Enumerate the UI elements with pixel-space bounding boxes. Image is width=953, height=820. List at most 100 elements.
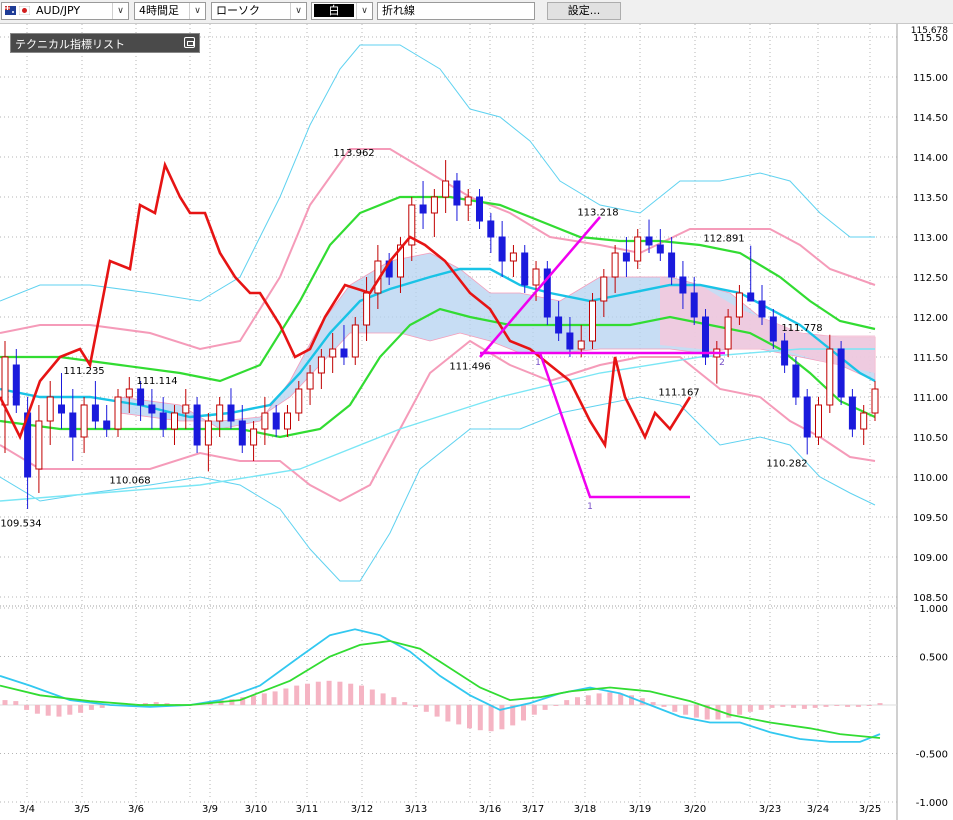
macd-histogram-bar xyxy=(737,705,743,715)
candle-body xyxy=(363,292,371,326)
macd-histogram-bar xyxy=(780,705,786,707)
macd-histogram-bar xyxy=(445,705,451,722)
date-axis-label: 3/4 xyxy=(19,804,35,815)
macd-histogram-bar xyxy=(769,705,775,708)
trend-line-tool xyxy=(479,216,601,358)
macd-histogram-bar xyxy=(423,705,429,712)
chart-style-value: 白 xyxy=(314,4,354,17)
candle-body xyxy=(848,396,856,430)
macd-histogram-bar xyxy=(823,705,829,707)
price-axis-label: 111.00 xyxy=(913,393,948,404)
draw-tool-select[interactable]: 折れ線 xyxy=(377,2,535,20)
candle-body xyxy=(600,276,608,302)
macd-histogram-bar xyxy=(791,705,797,708)
macd-histogram-bar xyxy=(693,705,699,718)
macd-histogram-bar xyxy=(67,705,73,715)
candle-body xyxy=(645,236,653,246)
chevron-down-icon[interactable]: ∨ xyxy=(290,3,306,19)
macd-histogram-bar xyxy=(261,693,267,705)
currency-pair-select[interactable]: AUD/JPY ∨ xyxy=(1,2,129,20)
candle-body xyxy=(747,292,755,302)
candle-body xyxy=(453,180,461,206)
price-label: 109.534 xyxy=(0,518,41,529)
candle-body xyxy=(498,236,506,262)
candle-body xyxy=(193,404,201,446)
macd-histogram-bar xyxy=(88,705,94,710)
timeframe-select[interactable]: 4時間足 ∨ xyxy=(134,2,206,20)
candle-body xyxy=(137,388,145,406)
candle-body xyxy=(634,236,642,262)
oscillator-axis-label: 1.000 xyxy=(919,604,948,615)
indicator-list-panel[interactable]: テクニカル指標リスト xyxy=(10,33,200,53)
candle-body xyxy=(58,404,65,414)
macd-histogram-bar xyxy=(78,705,84,713)
price-axis-label: 112.50 xyxy=(913,273,948,284)
macd-histogram-bar xyxy=(326,680,332,706)
macd-histogram-bar xyxy=(747,705,753,712)
chevron-down-icon[interactable]: ∨ xyxy=(189,3,205,19)
candle-body xyxy=(442,180,450,198)
macd-histogram-bar xyxy=(596,693,602,705)
price-axis-label: 110.00 xyxy=(913,473,948,484)
price-axis-label: 113.50 xyxy=(913,193,948,204)
macd-histogram-bar xyxy=(683,705,689,715)
macd-histogram-bar xyxy=(413,705,418,707)
macd-histogram-bar xyxy=(488,705,494,732)
candle-body xyxy=(80,404,88,438)
price-axis-label: 114.00 xyxy=(913,153,948,164)
macd-histogram-bar xyxy=(499,705,505,730)
chart-area[interactable]: 1 2 1 113.962 113.218 112.891 111.778 111.235 11… xyxy=(0,24,953,820)
candle-body xyxy=(871,388,879,414)
macd-histogram-bar xyxy=(402,702,408,705)
macd-histogram-bar xyxy=(456,705,462,725)
settings-button[interactable]: 設定... xyxy=(547,2,621,20)
candle-body xyxy=(543,268,551,318)
macd-histogram-bar xyxy=(164,703,170,705)
middle-upper-line xyxy=(0,195,876,383)
date-axis-label: 3/24 xyxy=(807,804,829,815)
candle-body xyxy=(724,316,732,350)
macd-histogram-bar xyxy=(251,695,256,705)
candle-body xyxy=(532,268,540,286)
chart-style-select[interactable]: 白 ∨ xyxy=(311,2,373,20)
candle-body xyxy=(171,412,178,430)
macd-histogram-bar xyxy=(618,693,624,705)
bollinger-upper xyxy=(0,148,876,351)
candle-body xyxy=(622,252,630,262)
macd-histogram-bar xyxy=(13,701,19,705)
candle-body xyxy=(306,372,314,390)
candle-body xyxy=(408,204,416,246)
oscillator-axis-label: -0.500 xyxy=(916,750,948,761)
candle-body xyxy=(555,316,563,334)
macd-histogram-bar xyxy=(229,699,235,705)
macd-histogram-bar xyxy=(369,689,375,705)
candle-body xyxy=(815,404,822,438)
oscillator-axis-label: -1.000 xyxy=(916,798,948,809)
candle-body xyxy=(272,412,280,430)
macd-histogram-bar xyxy=(510,705,516,726)
price-label: 111.114 xyxy=(136,376,177,387)
price-axis-label: 109.00 xyxy=(913,553,948,564)
restore-window-icon[interactable] xyxy=(184,37,195,48)
date-axis-label: 3/20 xyxy=(684,804,706,815)
macd-histogram-bar xyxy=(521,705,526,721)
chevron-down-icon[interactable]: ∨ xyxy=(112,3,128,19)
tool-label: 1 xyxy=(535,358,541,368)
chart-type-select[interactable]: ローソク ∨ xyxy=(211,2,307,20)
chevron-down-icon[interactable]: ∨ xyxy=(356,3,372,19)
macd-histogram-bar xyxy=(845,705,851,707)
candle-body xyxy=(35,420,43,470)
candle-body xyxy=(860,412,868,430)
macd-histogram-bar xyxy=(294,685,300,705)
macd-histogram-bar xyxy=(45,705,51,716)
candle-body xyxy=(769,316,777,342)
candle-body xyxy=(261,412,269,430)
price-label: 111.496 xyxy=(449,361,490,372)
candle-body xyxy=(589,300,596,342)
date-axis-label: 3/25 xyxy=(859,804,881,815)
price-axis-top-label: 115.678 xyxy=(911,26,948,36)
bollinger-lower xyxy=(0,339,876,503)
macd-histogram-bar xyxy=(56,705,62,717)
candle-body xyxy=(487,220,495,238)
macd-histogram-bar xyxy=(142,703,148,705)
